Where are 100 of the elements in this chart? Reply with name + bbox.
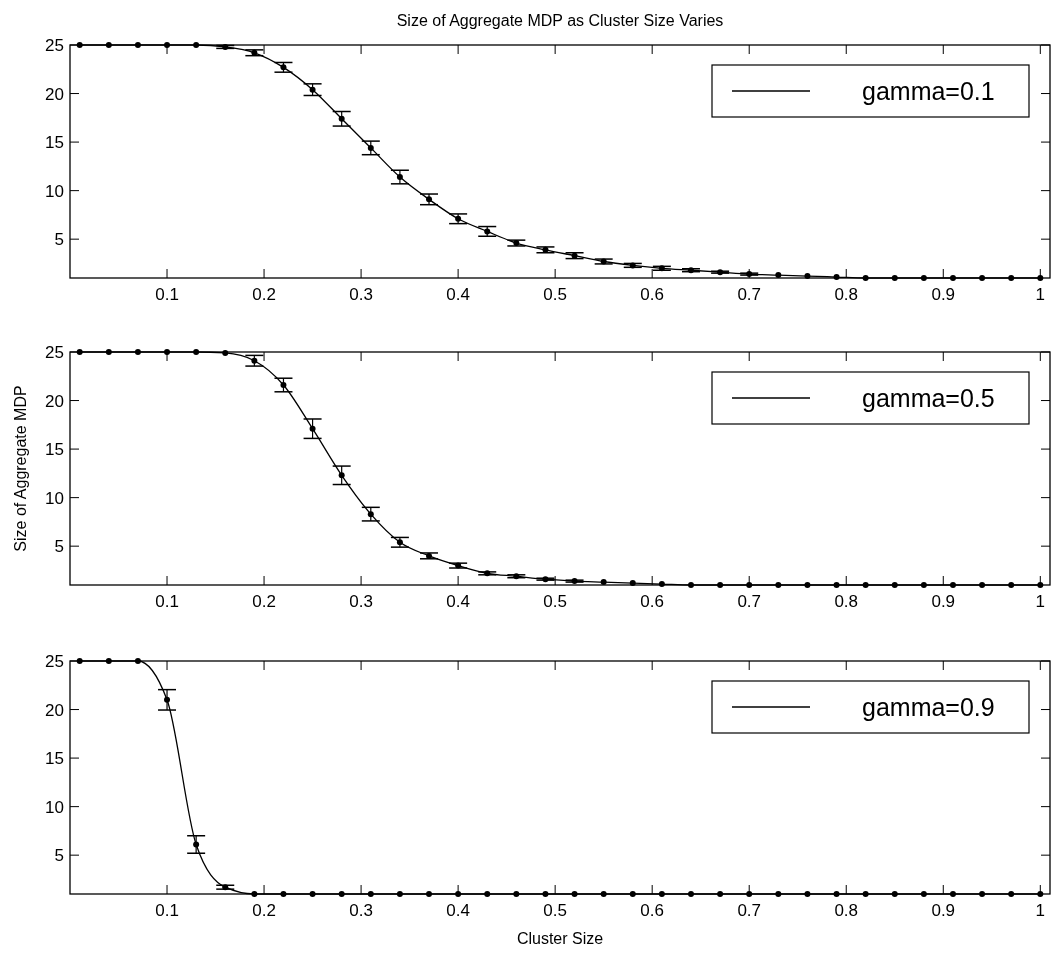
x-tick-label: 0.6 — [640, 592, 664, 611]
point — [105, 42, 112, 48]
point — [455, 891, 462, 897]
x-tick-label: 0.4 — [446, 285, 470, 304]
point — [891, 891, 898, 897]
point — [251, 891, 258, 897]
x-tick-label: 0.5 — [543, 901, 567, 920]
point — [105, 349, 112, 355]
point — [542, 891, 549, 897]
point — [134, 658, 141, 664]
y-tick-label: 10 — [45, 488, 64, 508]
x-axis-title: Cluster Size — [516, 930, 604, 947]
x-tick-label: 0.9 — [931, 901, 956, 920]
x-tick-label: 0.6 — [640, 285, 664, 304]
point — [600, 891, 607, 897]
x-tick-label: 0.6 — [640, 901, 664, 920]
point — [571, 891, 578, 897]
y-tick-label: 20 — [45, 84, 64, 104]
x-tick-label: 1 — [1035, 592, 1046, 611]
point — [338, 115, 345, 122]
x-tick-label: 0.1 — [155, 285, 179, 304]
x-tick-label: 0.3 — [349, 592, 373, 611]
point — [833, 582, 840, 588]
point — [280, 382, 287, 389]
point — [1037, 582, 1044, 588]
x-tick-label: 0.4 — [446, 592, 470, 611]
x-tick-label: 0.2 — [252, 592, 276, 611]
point — [1037, 891, 1044, 897]
point — [862, 582, 869, 588]
point — [920, 582, 927, 588]
x-tick-label: 1 — [1035, 901, 1046, 920]
point — [193, 42, 200, 48]
point — [513, 891, 520, 897]
x-tick-label: 0.9 — [931, 285, 956, 304]
y-tick-label: 15 — [45, 749, 64, 769]
point — [687, 891, 694, 897]
x-tick-label: 0.8 — [834, 901, 859, 920]
point — [833, 891, 840, 897]
point — [1008, 891, 1015, 897]
point — [222, 349, 229, 356]
y-tick-label: 5 — [54, 230, 64, 250]
y-tick-label: 10 — [45, 797, 64, 817]
point — [629, 580, 636, 587]
point — [920, 891, 927, 897]
y-tick-label: 25 — [45, 36, 64, 55]
point — [484, 891, 491, 897]
point — [164, 349, 171, 355]
y-tick-label: 20 — [45, 391, 64, 411]
x-tick-label: 0.7 — [737, 901, 762, 920]
point — [949, 582, 956, 588]
x-tick-label: 0.9 — [931, 592, 956, 611]
point — [1037, 275, 1044, 281]
point — [891, 275, 898, 281]
point — [134, 349, 141, 355]
y-tick-label: 25 — [45, 343, 64, 362]
point — [891, 582, 898, 588]
y-tick-label: 15 — [45, 133, 64, 153]
chart-title: Size of Aggregate MDP as Cluster Size Varies — [396, 12, 724, 29]
x-tick-label: 0.7 — [737, 285, 762, 304]
point — [862, 891, 869, 897]
x-tick-label: 0.3 — [349, 901, 373, 920]
point — [76, 349, 83, 355]
x-tick-label: 0.1 — [155, 592, 179, 611]
point — [338, 891, 345, 897]
point — [309, 86, 316, 93]
point — [134, 42, 141, 48]
point — [804, 273, 811, 280]
x-tick-label: 0.4 — [446, 901, 470, 920]
y-tick-label: 25 — [45, 652, 64, 671]
point — [193, 841, 200, 848]
point — [1008, 275, 1015, 281]
point — [804, 891, 811, 897]
point — [367, 511, 374, 518]
point — [658, 891, 665, 897]
point — [775, 582, 782, 588]
point — [775, 272, 782, 279]
x-tick-label: 0.7 — [737, 592, 762, 611]
point — [979, 275, 986, 281]
x-tick-label: 0.8 — [834, 592, 859, 611]
point — [76, 658, 83, 664]
point — [1008, 582, 1015, 588]
legend-label: gamma=0.9 — [862, 693, 995, 721]
point — [920, 275, 927, 281]
x-tick-label: 0.8 — [834, 285, 859, 304]
y-tick-label: 20 — [45, 700, 64, 720]
point — [193, 349, 200, 355]
point — [862, 275, 869, 281]
point — [396, 891, 403, 897]
x-tick-label: 0.2 — [252, 285, 276, 304]
point — [804, 582, 811, 588]
x-tick-label: 0.5 — [543, 285, 567, 304]
point — [629, 891, 636, 897]
y-tick-label: 5 — [54, 537, 64, 557]
y-tick-label: 5 — [54, 846, 64, 866]
point — [717, 582, 724, 588]
point — [600, 579, 607, 586]
point — [309, 891, 316, 897]
legend-label: gamma=0.1 — [862, 77, 995, 105]
y-axis-title: Size of Aggregate MDP — [12, 385, 29, 552]
y-tick-label: 10 — [45, 181, 64, 201]
